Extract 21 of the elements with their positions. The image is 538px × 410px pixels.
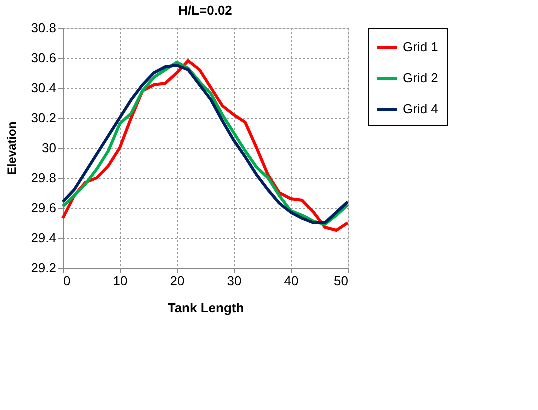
x-tick-label: 20 [170,274,185,288]
y-tick-label: 30.8 [31,20,56,36]
y-tick-label: 30.4 [31,80,56,96]
x-tick-label: 0 [64,274,71,288]
x-tick-label: 10 [113,274,128,288]
y-tick-label: 29.2 [31,260,56,276]
y-tick-label: 29.8 [31,170,56,186]
y-axis-title: Elevation [5,122,20,176]
y-tick-label: 29.6 [31,200,56,216]
x-axis-title: Tank Length [168,300,244,316]
legend-label: Grid 4 [403,102,438,116]
y-tick-label: 30.2 [31,110,56,126]
y-tick-label: 30 [42,140,56,156]
x-tick-label: 40 [284,274,299,288]
x-tick-label: 30 [227,274,242,288]
chart-title: H/L=0.02 [178,3,232,18]
y-tick-label: 30.6 [31,50,56,66]
legend-label: Grid 2 [403,70,438,86]
legend-label: Grid 1 [403,40,438,54]
x-tick-label: 50 [334,274,348,288]
y-tick-label: 29.4 [31,230,56,246]
